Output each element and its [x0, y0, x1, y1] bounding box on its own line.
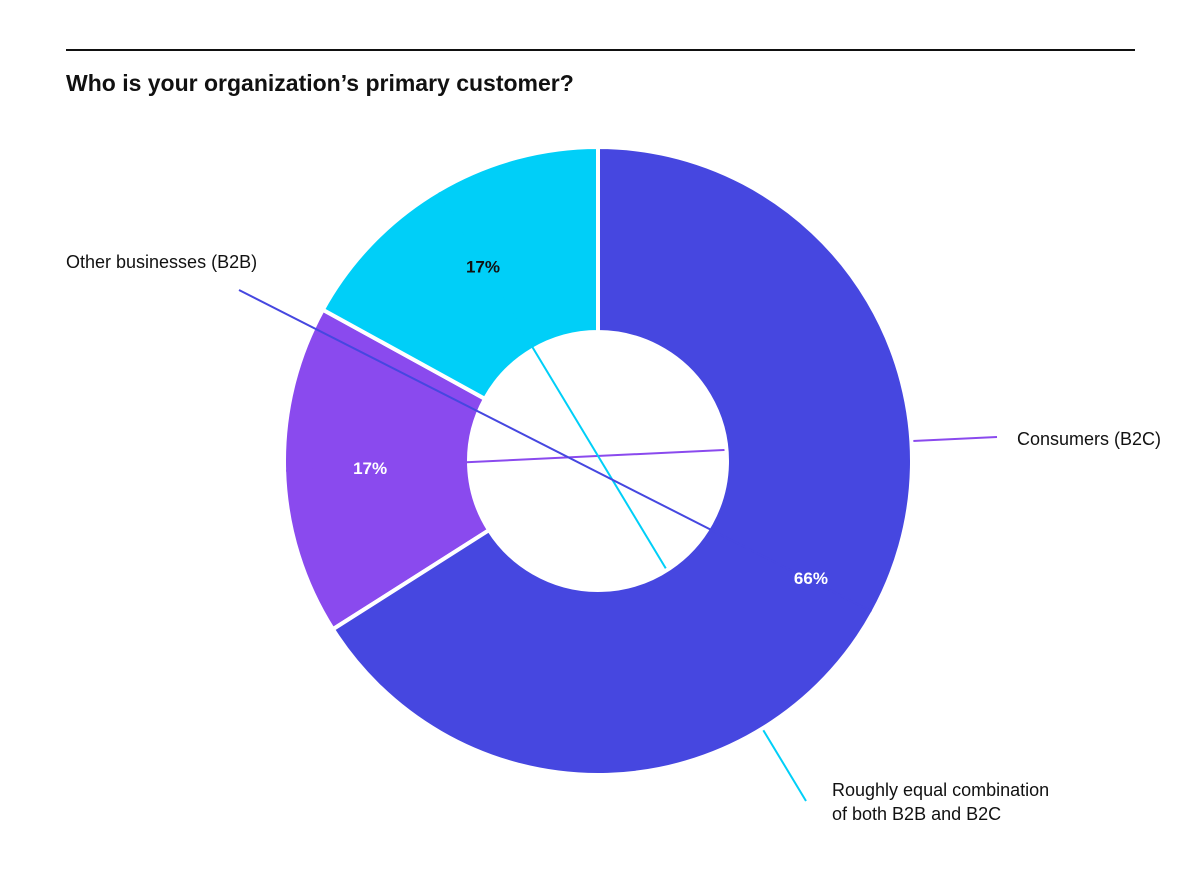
slice-consumers-b2c	[282, 307, 492, 633]
pct-label-consumers-b2c: 17%	[353, 459, 387, 478]
label-consumers-b2c: Consumers (B2C)	[1017, 429, 1161, 449]
label-other-businesses: Other businesses (B2B)	[66, 252, 257, 272]
leader-line-other-businesses	[238, 289, 872, 613]
slice-other-businesses-b2b	[330, 144, 914, 777]
pct-label-other-businesses: 66%	[794, 569, 828, 588]
label-combination: Roughly equal combination of both B2B and…	[832, 780, 1049, 824]
pct-label-combination: 17%	[466, 257, 500, 276]
slice-combination-b2b-b2c	[320, 144, 600, 402]
chart-title: Who is your organization’s primary custo…	[66, 70, 574, 96]
top-rule	[66, 49, 1135, 51]
